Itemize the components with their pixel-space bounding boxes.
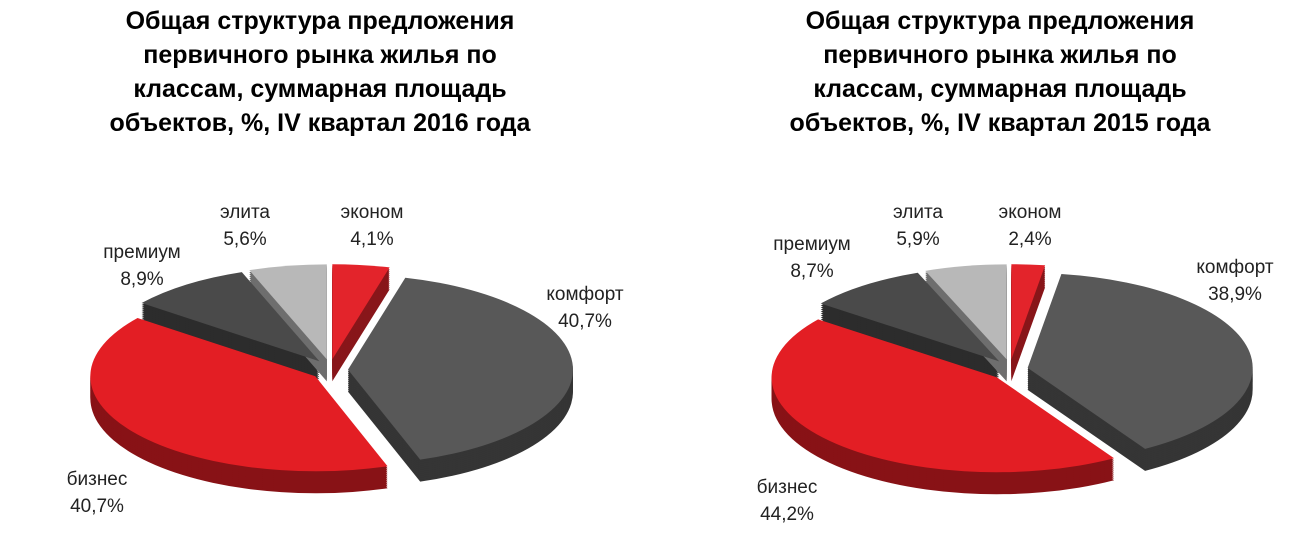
slice-value: 5,6% xyxy=(223,229,266,250)
slice xyxy=(1027,273,1253,449)
slice-value: 40,7% xyxy=(558,311,612,332)
slice xyxy=(249,264,327,360)
slice-label: эконом xyxy=(341,202,404,223)
slice-value: 5,9% xyxy=(896,229,939,250)
slice xyxy=(332,264,390,360)
slice-value: 8,7% xyxy=(790,261,833,282)
chart-title: Общая структура предложения первичного р… xyxy=(109,7,531,137)
slice-label: комфорт xyxy=(1196,257,1274,278)
slice xyxy=(820,272,1000,362)
chart-title: Общая структура предложения первичного р… xyxy=(789,7,1211,137)
slice-value: 38,9% xyxy=(1208,284,1262,305)
slice-label: бизнес xyxy=(67,469,128,490)
slice xyxy=(90,318,388,472)
slice xyxy=(1011,264,1046,360)
slice xyxy=(347,277,573,460)
slice-value: 8,9% xyxy=(120,269,163,290)
slice-value: 2,4% xyxy=(1008,229,1051,250)
slice-value: 4,1% xyxy=(350,229,393,250)
slice-label: премиум xyxy=(773,234,850,255)
slice-label: премиум xyxy=(103,242,180,263)
slice-label: комфорт xyxy=(546,284,624,305)
slice-label: элита xyxy=(220,202,270,223)
slice xyxy=(771,319,1115,473)
slice xyxy=(925,264,1007,360)
slice-value: 44,2% xyxy=(760,504,814,525)
slice xyxy=(141,272,320,362)
slice-label: бизнес xyxy=(757,477,818,498)
slice-label: элита xyxy=(893,202,943,223)
slice-value: 40,7% xyxy=(70,496,124,517)
slice-label: эконом xyxy=(999,202,1062,223)
